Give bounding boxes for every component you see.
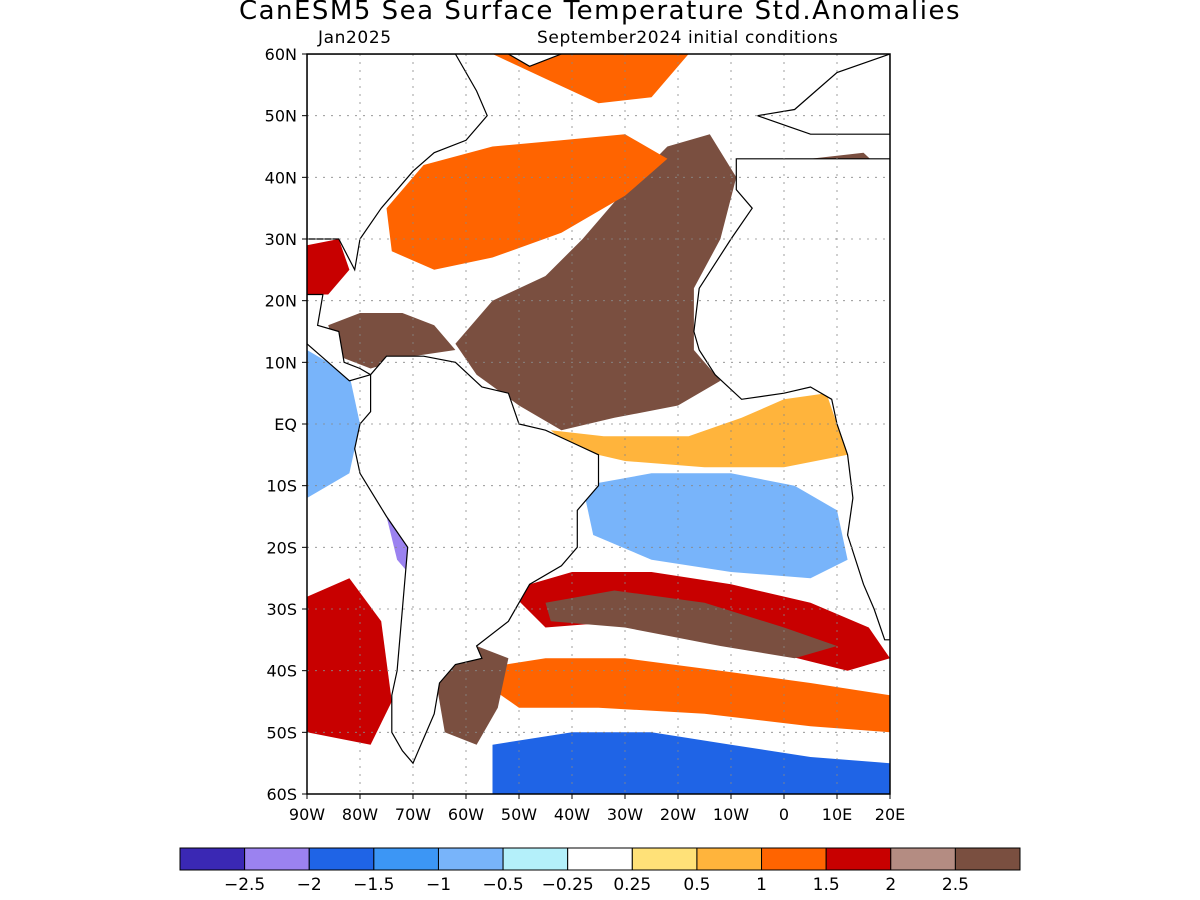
colorbar-swatch <box>244 847 310 871</box>
axes: 60N 50N 40N 30N 20N 10N EQ 10S 20S 30S 40S 50S 60S90… <box>265 45 906 824</box>
anomaly-region-east-pacific-cool <box>307 350 360 498</box>
colorbar-label: 1.5 <box>813 875 840 895</box>
land-greenland <box>507 54 562 67</box>
land-north-america <box>307 54 488 272</box>
land-masses <box>307 54 890 765</box>
anomaly-region-southern-ocean-cool <box>492 732 890 794</box>
colorbar-label: 2 <box>885 875 896 895</box>
colorbar-label: 2.5 <box>942 875 969 895</box>
colorbar-label: −0.25 <box>542 875 594 895</box>
anomaly-region-subpolar-warm <box>492 54 689 104</box>
lat-tick-label: 20S <box>266 538 297 557</box>
colorbar-label: 0.5 <box>683 875 710 895</box>
land-south-america <box>354 355 600 765</box>
lat-tick-label: 10N <box>265 353 297 372</box>
lat-tick-label: 40S <box>266 662 297 681</box>
graticule <box>307 54 890 794</box>
colorbar-swatch <box>437 847 504 871</box>
colorbar-label: −2.5 <box>224 875 265 895</box>
anomaly-region-gulf-of-mexico <box>307 239 350 295</box>
lat-tick-label: 50S <box>266 723 297 742</box>
colorbar-swatch <box>308 847 375 871</box>
colorbar-swatch <box>502 847 569 871</box>
chart-title: CanESM5 Sea Surface Temperature Std.Anom… <box>238 0 962 26</box>
lat-tick-label: 60N <box>265 45 297 64</box>
colorbar-swatch <box>567 847 633 871</box>
colorbar-label: −2 <box>297 875 322 895</box>
anomaly-region-south-atlantic-brown-band <box>545 590 837 659</box>
lon-tick-label: 80W <box>342 805 378 824</box>
anomaly-region-southeast-pacific-warm <box>307 578 392 745</box>
lat-tick-label: EQ <box>274 415 297 434</box>
land-africa-iberia <box>693 158 890 641</box>
colorbar: −2.5 −2 −1.5 −1 −0.5 −0.25 0.25 0.5 1 1.5 2 2.5 <box>179 847 1021 895</box>
lon-tick-label: 20W <box>660 805 696 824</box>
colorbar-swatch <box>696 847 763 871</box>
colorbar-swatch <box>825 847 892 871</box>
colorbar-label: −0.5 <box>482 875 523 895</box>
colorbar-swatch <box>631 847 698 871</box>
lat-tick-label: 60S <box>266 785 297 804</box>
colorbar-swatch <box>373 847 439 871</box>
anomaly-region-south-atlantic-cool <box>582 473 848 579</box>
lat-tick-label: 30N <box>265 230 297 249</box>
colorbar-label: −1 <box>426 875 451 895</box>
colorbar-swatch <box>761 847 827 871</box>
colorbar-swatch <box>179 847 246 871</box>
lon-tick-label: 40W <box>554 805 590 824</box>
colorbar-label: 0.25 <box>613 875 651 895</box>
initial-conditions-label: September2024 initial conditions <box>537 28 839 48</box>
lat-tick-label: 50N <box>265 107 297 126</box>
lon-tick-label: 0 <box>779 805 789 824</box>
lon-tick-label: 10W <box>713 805 749 824</box>
land-central-america <box>307 293 373 382</box>
lat-tick-label: 40N <box>265 168 297 187</box>
colorbar-swatch <box>954 847 1021 871</box>
lat-tick-label: 10S <box>266 477 297 496</box>
colorbar-label: 1 <box>756 875 767 895</box>
land-europe-north <box>757 54 890 135</box>
colorbar-label: −1.5 <box>353 875 394 895</box>
lon-tick-label: 20E <box>875 805 905 824</box>
lon-tick-label: 10E <box>822 805 852 824</box>
anomaly-region-north-tropical-atlantic <box>455 134 737 431</box>
lon-tick-label: 30W <box>607 805 643 824</box>
valid-month-label: Jan2025 <box>318 28 392 48</box>
lon-tick-label: 70W <box>395 805 431 824</box>
lon-tick-label: 50W <box>501 805 537 824</box>
lat-tick-label: 30S <box>266 600 297 619</box>
anomaly-region-north-atlantic-warm <box>386 134 668 270</box>
lon-tick-label: 90W <box>289 805 325 824</box>
anomaly-region-equatorial-warm <box>550 393 848 468</box>
colorbar-swatch <box>890 847 956 871</box>
lon-tick-label: 60W <box>448 805 484 824</box>
lat-tick-label: 20N <box>265 292 297 311</box>
